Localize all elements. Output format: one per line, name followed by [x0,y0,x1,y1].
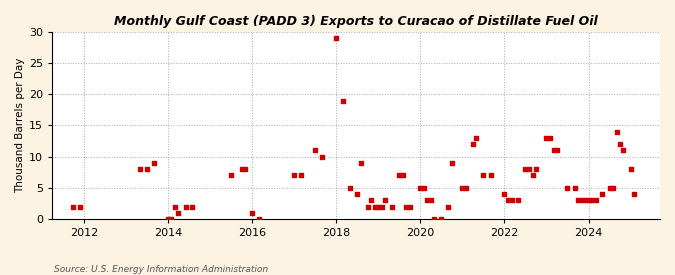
Point [225,173,236,178]
Point [443,204,454,209]
Point [394,173,405,178]
Point [572,198,583,202]
Point [355,161,366,165]
Point [502,198,513,202]
Point [142,167,153,171]
Point [625,167,636,171]
Point [404,204,415,209]
Point [597,192,608,196]
Point [362,204,373,209]
Point [134,167,145,171]
Point [401,204,412,209]
Point [418,186,429,190]
Point [583,198,594,202]
Point [523,167,534,171]
Point [366,198,377,202]
Point [338,98,349,103]
Point [562,186,573,190]
Point [289,173,300,178]
Point [415,186,426,190]
Point [376,204,387,209]
Point [68,204,79,209]
Point [541,136,552,140]
Point [590,198,601,202]
Point [422,198,433,202]
Point [580,198,591,202]
Point [166,217,177,221]
Point [485,173,496,178]
Point [352,192,362,196]
Point [75,204,86,209]
Point [615,142,626,146]
Point [163,217,173,221]
Y-axis label: Thousand Barrels per Day: Thousand Barrels per Day [15,58,25,193]
Point [429,217,439,221]
Point [236,167,247,171]
Point [173,211,184,215]
Point [457,186,468,190]
Point [240,167,250,171]
Point [373,204,383,209]
Point [527,173,538,178]
Point [425,198,436,202]
Point [331,36,342,40]
Point [369,204,380,209]
Point [628,192,639,196]
Point [254,217,265,221]
Point [569,186,580,190]
Point [380,198,391,202]
Point [513,198,524,202]
Point [436,217,447,221]
Point [246,211,257,215]
Point [468,142,479,146]
Point [460,186,471,190]
Point [548,148,559,153]
Point [187,204,198,209]
Point [506,198,517,202]
Point [296,173,306,178]
Point [587,198,597,202]
Point [551,148,562,153]
Title: Monthly Gulf Coast (PADD 3) Exports to Curacao of Distillate Fuel Oil: Monthly Gulf Coast (PADD 3) Exports to C… [114,15,598,28]
Point [520,167,531,171]
Point [612,130,622,134]
Point [148,161,159,165]
Point [310,148,321,153]
Point [345,186,356,190]
Point [618,148,629,153]
Point [608,186,618,190]
Point [317,155,327,159]
Point [478,173,489,178]
Point [531,167,541,171]
Point [545,136,556,140]
Point [604,186,615,190]
Point [576,198,587,202]
Point [471,136,482,140]
Text: Source: U.S. Energy Information Administration: Source: U.S. Energy Information Administ… [54,265,268,274]
Point [446,161,457,165]
Point [387,204,398,209]
Point [169,204,180,209]
Point [180,204,191,209]
Point [397,173,408,178]
Point [499,192,510,196]
